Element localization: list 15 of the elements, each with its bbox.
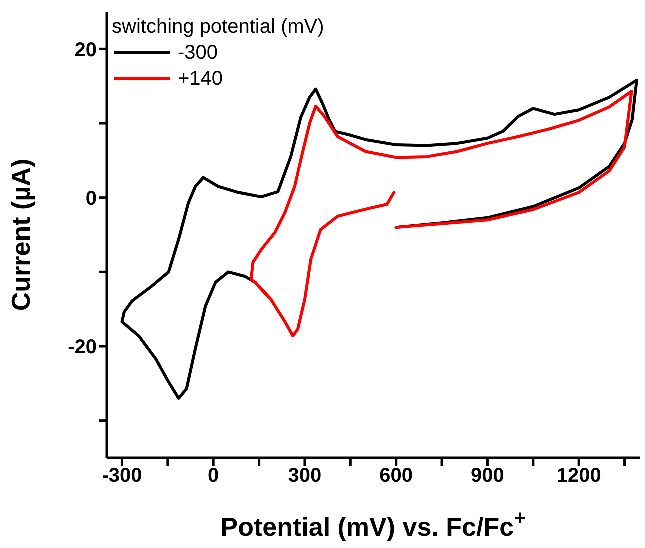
legend-label: +140 — [178, 67, 224, 92]
x-axis-title: Potential (mV) vs. Fc/Fc$^{+}$ — [220, 506, 526, 542]
y-tick-label: 0 — [86, 188, 97, 210]
x-tick-label: 300 — [288, 465, 322, 488]
legend-label: -300 — [178, 41, 218, 66]
x-tick-label: 1200 — [556, 465, 602, 488]
line-series — [250, 90, 634, 338]
y-tick-label: 20 — [74, 39, 97, 62]
x-tick-label: 0 — [208, 465, 220, 488]
x-tick-label: 600 — [380, 465, 414, 488]
legend-title: switching potential (mV) — [112, 15, 324, 40]
y-tick-label: -20 — [68, 336, 97, 359]
x-tick-label: 900 — [471, 465, 504, 488]
x-tick-label: -300 — [102, 465, 142, 488]
y-axis-title: Current (µA) — [6, 158, 36, 312]
